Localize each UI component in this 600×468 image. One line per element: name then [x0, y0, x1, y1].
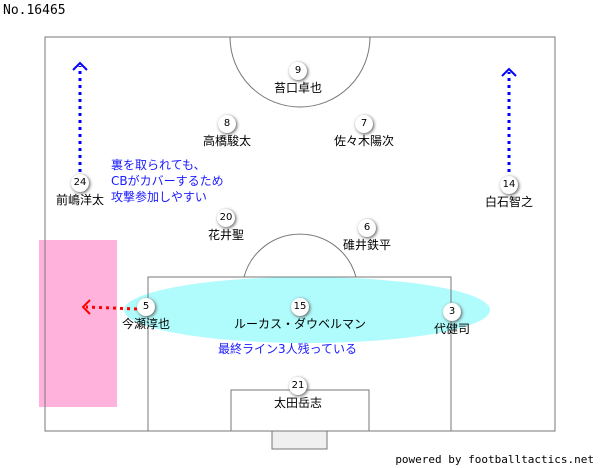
center-circle: [229, 36, 371, 108]
goal: [271, 430, 328, 450]
player-name: 苔口卓也: [273, 81, 323, 95]
arrowhead-icon: [81, 299, 91, 315]
player-name: 代健司: [433, 322, 471, 336]
player-number: 15: [291, 298, 309, 316]
player-name: 碓井鉄平: [342, 238, 392, 252]
note-line: CBがカバーするため: [111, 174, 224, 188]
backline-note: 最終ライン3人残っている: [218, 342, 358, 356]
wingback-note: 裏を取られても、 CBがカバーするため 攻撃参加しやすい: [111, 157, 224, 205]
arrowhead-icon: [72, 61, 88, 71]
player-name: 前嶋洋太: [55, 193, 105, 207]
note-line: 裏を取られても、: [111, 158, 206, 172]
player-number: 14: [500, 176, 518, 194]
player-number: 20: [217, 209, 235, 227]
player-name: 今瀬淳也: [121, 317, 171, 331]
player-number: 9: [289, 62, 307, 80]
player-number: 21: [289, 377, 307, 395]
space-zone: [39, 240, 117, 407]
note-line: 攻撃参加しやすい: [111, 190, 207, 204]
cover-arrow: [85, 305, 138, 311]
player-name: 佐々木陽次: [333, 134, 395, 148]
player-name: 太田岳志: [273, 396, 323, 410]
player-name: 白石智之: [484, 195, 534, 209]
player-number: 3: [443, 303, 461, 321]
player-number: 8: [218, 115, 236, 133]
credit: powered by footballtactics.net: [395, 453, 594, 466]
penalty-arc: [243, 233, 357, 278]
diagram-id: No.16465: [3, 3, 66, 18]
player-number: 6: [358, 219, 376, 237]
player-name: ルーカス・ダウベルマン: [233, 317, 367, 331]
player-number: 24: [71, 174, 89, 192]
player-number: 5: [137, 298, 155, 316]
arrowhead-icon: [501, 67, 517, 77]
player-name: 花井聖: [207, 228, 245, 242]
player-name: 高橋駿太: [202, 134, 252, 148]
player-number: 7: [355, 115, 373, 133]
